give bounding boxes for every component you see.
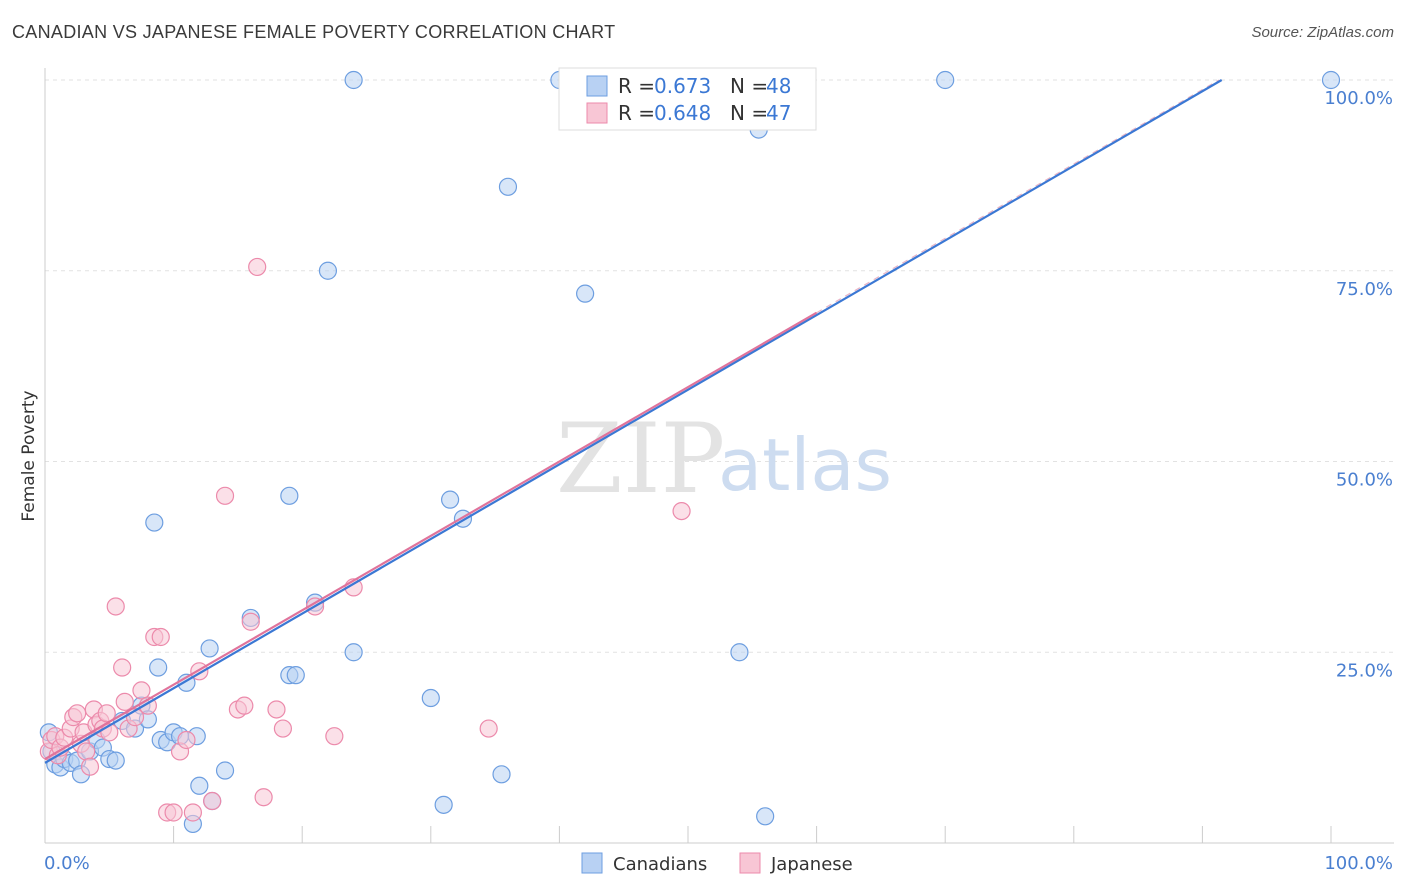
canadian-point-50 xyxy=(1321,70,1341,90)
x-tick-labels: 0.0% 100.0% xyxy=(44,853,1393,874)
y-tick-label-0: 25.0% xyxy=(1336,660,1393,681)
japanese-point-38 xyxy=(241,612,260,631)
canadian-point-45 xyxy=(576,284,595,303)
x-tick-label-0: 0.0% xyxy=(44,853,90,874)
canadian-point-37 xyxy=(344,70,363,90)
canadians-n-label: N = xyxy=(730,74,768,98)
japanese-swatch xyxy=(586,102,608,124)
y-tick-label-1: 50.0% xyxy=(1336,470,1393,491)
canadian-point-43 xyxy=(498,177,518,196)
legend-japanese-swatch xyxy=(739,852,761,874)
canadian-point-26 xyxy=(190,776,209,795)
japanese-point-11 xyxy=(77,742,96,761)
watermark-atlas: atlas xyxy=(718,423,892,507)
canadians-n-value: 48 xyxy=(766,74,791,98)
japanese-point-32 xyxy=(183,803,202,822)
trend-lines xyxy=(44,79,1223,764)
japanese-point-12 xyxy=(80,757,100,776)
chart-title: CANADIAN VS JAPANESE FEMALE POVERTY CORR… xyxy=(12,22,616,42)
japanese-point-44 xyxy=(325,727,344,746)
japanese-point-37 xyxy=(235,696,254,715)
canadian-point-36 xyxy=(344,643,363,662)
y-tick-label-3: 100.0% xyxy=(1324,88,1393,109)
japanese-point-21 xyxy=(115,692,134,711)
legend-japanese-label: Japanese xyxy=(770,854,853,875)
legend-canadians-swatch xyxy=(581,852,603,874)
japanese-point-8 xyxy=(68,704,87,723)
japanese-point-34 xyxy=(203,791,222,811)
japanese-point-31 xyxy=(177,730,196,750)
canadian-point-31 xyxy=(280,486,299,505)
japanese-n-label: N = xyxy=(730,101,768,125)
canadian-point-18 xyxy=(149,658,168,677)
x-tick-label-1: 100.0% xyxy=(1324,853,1393,874)
legend-canadians-label: Canadians xyxy=(613,854,707,875)
canadians-r-value: 0.673 xyxy=(654,74,711,98)
japanese-n-value: 47 xyxy=(766,101,791,125)
canadian-point-46 xyxy=(730,643,749,662)
japanese-point-35 xyxy=(215,486,235,505)
japanese-r-label: R = xyxy=(618,101,655,125)
japanese-point-47 xyxy=(672,501,691,521)
japanese-trend-line xyxy=(44,311,818,761)
canadian-point-27 xyxy=(200,639,219,658)
canadian-point-35 xyxy=(318,261,338,280)
japanese-point-19 xyxy=(106,597,125,616)
canadian-point-48 xyxy=(756,807,775,826)
canadian-point-40 xyxy=(440,490,460,509)
japanese-point-41 xyxy=(267,700,286,719)
japanese-trend-extension xyxy=(816,79,1220,314)
stats-legend: R = 0.673 N = 48 R = 0.648 N = 47 xyxy=(558,67,817,131)
japanese-point-46 xyxy=(479,719,498,738)
japanese-point-27 xyxy=(151,627,170,647)
canadian-point-39 xyxy=(434,795,453,814)
japanese-point-20 xyxy=(113,658,132,677)
y-tick-labels: 25.0% 50.0% 75.0% 100.0% xyxy=(1324,88,1393,681)
watermark-zip: ZIP xyxy=(556,403,725,515)
japanese-r-value: 0.648 xyxy=(654,101,711,125)
japanese-point-17 xyxy=(97,704,116,723)
y-tick-label-2: 75.0% xyxy=(1336,279,1393,300)
canadian-point-42 xyxy=(492,765,511,784)
canadians-swatch xyxy=(586,75,608,97)
canadians-trend-line xyxy=(44,79,1223,764)
canadians-r-label: R = xyxy=(618,74,655,98)
data-points xyxy=(39,70,1341,834)
grid-lines xyxy=(45,79,1394,653)
japanese-point-42 xyxy=(273,719,293,738)
canadian-point-38 xyxy=(421,688,440,708)
y-axis-label: Female Poverty xyxy=(19,390,39,521)
japanese-point-24 xyxy=(132,681,151,700)
canadian-point-33 xyxy=(286,666,305,685)
japanese-point-29 xyxy=(164,803,183,822)
canadian-point-17 xyxy=(145,513,164,532)
watermark: ZIP atlas xyxy=(556,403,892,515)
canadian-point-12 xyxy=(106,751,125,770)
series-legend: Canadians Japanese xyxy=(581,852,853,875)
japanese-point-39 xyxy=(248,257,267,277)
axes xyxy=(44,68,1394,844)
canadian-point-49 xyxy=(936,70,955,90)
japanese-point-40 xyxy=(254,788,273,807)
canadian-point-29 xyxy=(215,761,235,780)
chart-source: Source: ZipAtlas.com xyxy=(1251,24,1394,41)
